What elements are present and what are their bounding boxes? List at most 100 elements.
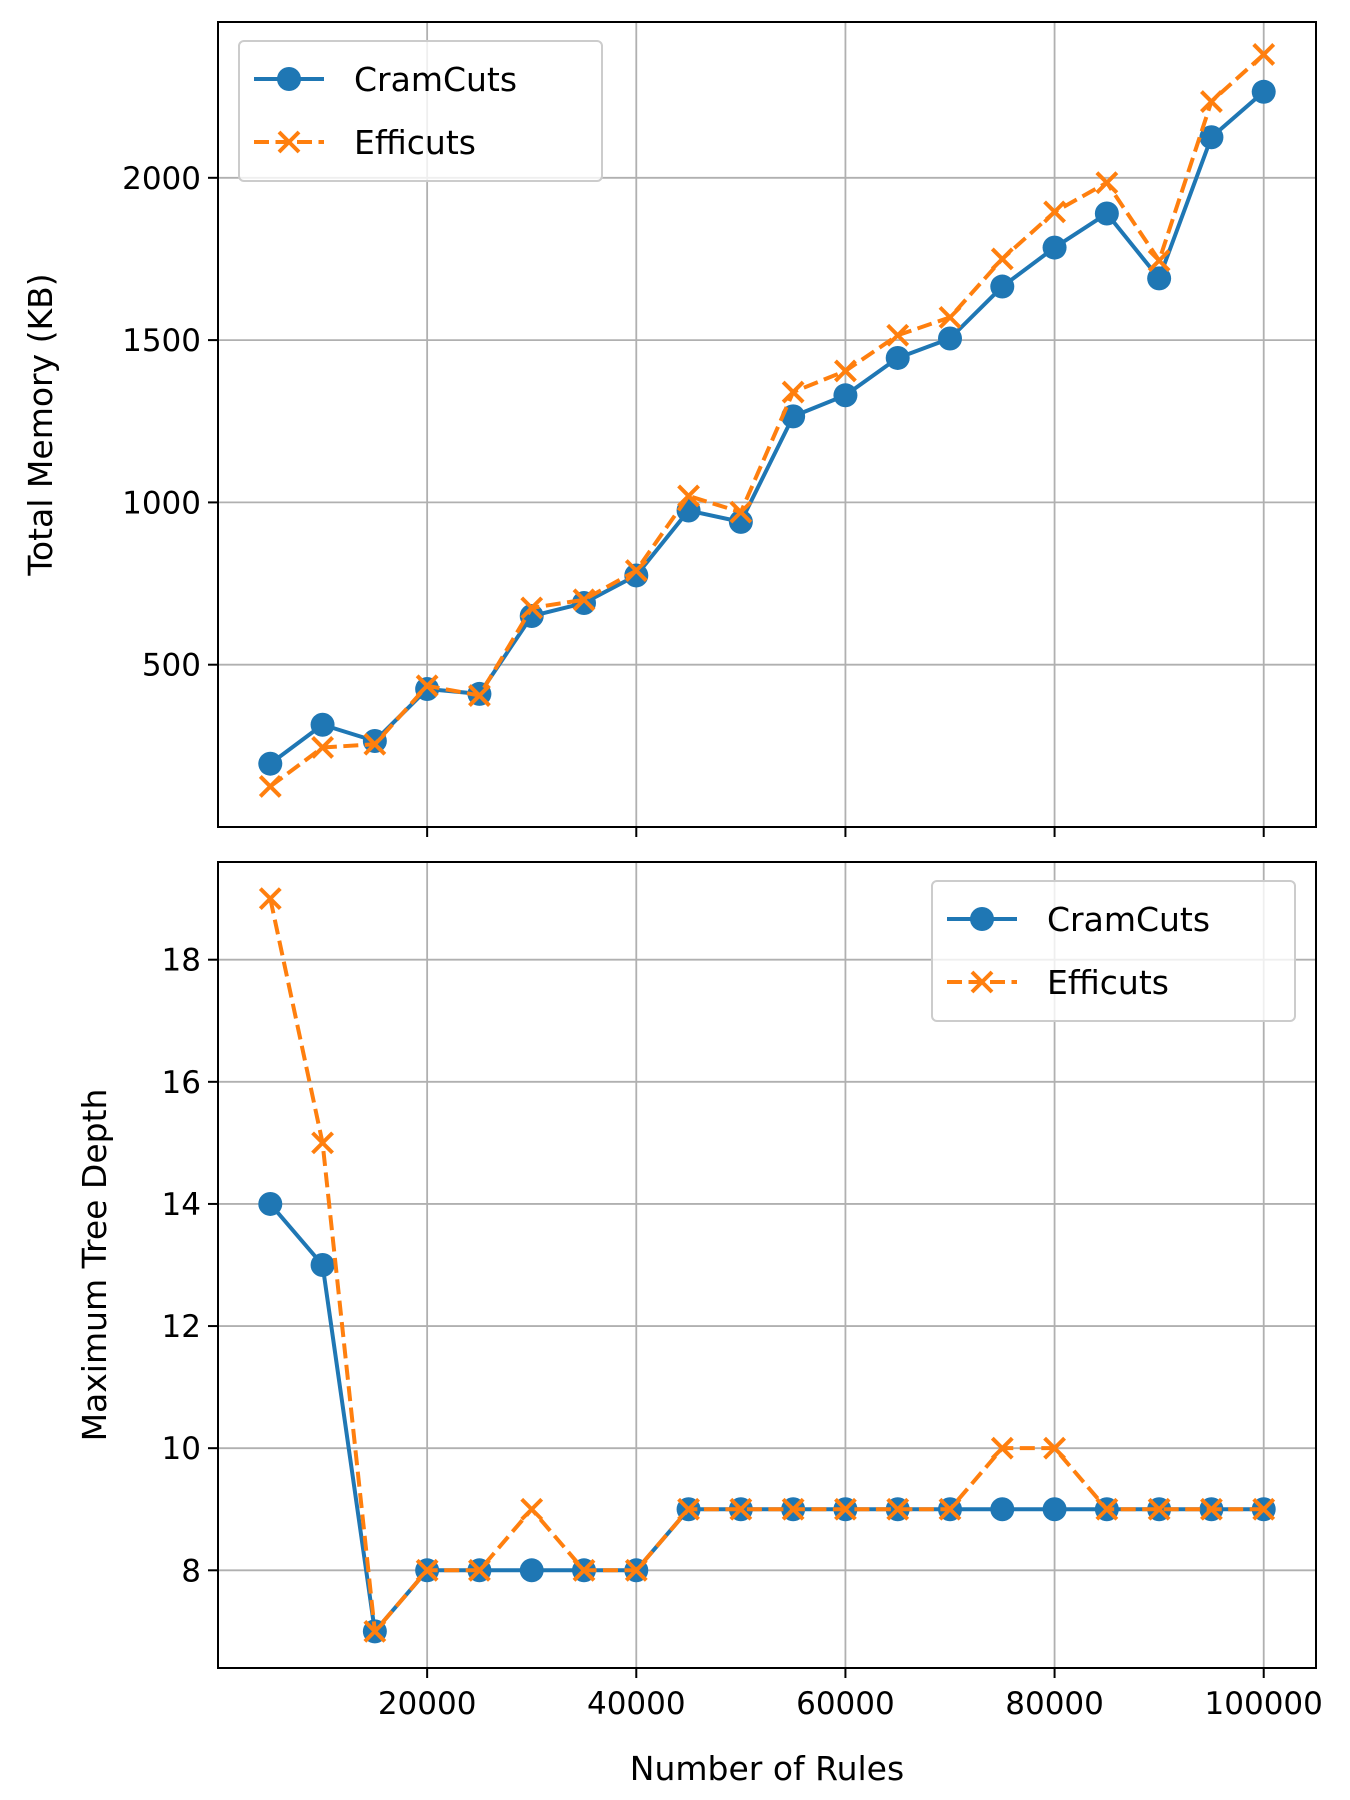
legend: CramCuts Efficuts: [931, 880, 1296, 1022]
axes-frame: [217, 21, 1317, 828]
legend-swatch-marker: [277, 130, 301, 154]
data-point: [990, 274, 1015, 299]
data-point: [258, 775, 282, 798]
legend-swatch-marker: [277, 67, 301, 91]
x-tick-label: 80000: [1005, 1686, 1104, 1722]
data-point: [1094, 201, 1119, 226]
data-point: [310, 1253, 335, 1277]
y-tick-label: 8: [181, 1553, 201, 1589]
y-axis-label: Maximum Tree Depth: [75, 1089, 114, 1442]
data-point: [311, 1131, 334, 1155]
data-point: [415, 1558, 439, 1582]
data-point: [729, 1497, 753, 1521]
legend-label: CramCuts: [354, 60, 517, 99]
data-point: [834, 359, 857, 383]
data-point: [1251, 79, 1276, 104]
legend-entry-cramcuts: CramCuts: [947, 900, 1210, 939]
legend-label: Efficuts: [1047, 963, 1169, 1002]
legend-entry-efficuts: Efficuts: [947, 963, 1169, 1002]
data-point: [1095, 171, 1119, 195]
y-tick-label: 12: [162, 1309, 201, 1345]
legend-swatch-marker: [970, 970, 994, 994]
x-axis: [426, 827, 1265, 837]
data-point: [1147, 1497, 1171, 1521]
y-tick-label: 500: [142, 648, 201, 684]
series-cramcuts: [258, 1191, 1276, 1644]
data-point: [310, 712, 335, 737]
series-efficuts: [258, 43, 1276, 798]
data-point: [258, 751, 283, 776]
series-line-efficuts: [269, 52, 1266, 789]
data-point: [938, 326, 962, 351]
data-point: [885, 345, 910, 370]
data-point: [258, 887, 282, 911]
data-point: [990, 247, 1014, 271]
legend-label: CramCuts: [1047, 900, 1210, 939]
x-axis-label: Number of Rules: [630, 1749, 904, 1788]
data-point: [1042, 235, 1067, 260]
data-point: [1147, 266, 1172, 291]
legend: CramCuts Efficuts: [238, 40, 603, 182]
x-tick-label: 100000: [1205, 1686, 1323, 1722]
data-point: [519, 604, 544, 629]
data-point: [1042, 1497, 1067, 1522]
y-axis: 500 1000 1500 2000: [122, 161, 218, 684]
data-point: [520, 596, 544, 620]
data-point: [362, 728, 387, 753]
data-point: [677, 484, 700, 508]
data-point: [415, 674, 439, 698]
series-line-efficuts: [268, 898, 1264, 1634]
data-point: [886, 1497, 910, 1521]
y-tick-label: 16: [162, 1065, 201, 1101]
x-tick-label: 40000: [587, 1686, 686, 1722]
data-point: [624, 1558, 648, 1582]
legend-frame: [931, 880, 1296, 1022]
y-tick-label: 18: [162, 943, 201, 979]
data-point: [990, 1436, 1014, 1460]
data-point: [624, 563, 649, 588]
data-point: [1200, 90, 1223, 113]
data-point: [886, 323, 910, 347]
y-axis-label: Total Memory (KB): [21, 273, 60, 576]
x-tick-label: 60000: [796, 1686, 895, 1722]
data-point: [519, 1558, 544, 1583]
legend-entry-cramcuts: CramCuts: [254, 60, 517, 99]
data-point: [1200, 1497, 1223, 1521]
data-point: [990, 1497, 1015, 1522]
series-efficuts: [258, 887, 1276, 1643]
data-point: [363, 732, 387, 756]
x-tick-label: 20000: [378, 1686, 477, 1722]
data-point: [572, 588, 596, 612]
data-point: [677, 1497, 700, 1521]
y-tick-label: 1500: [122, 323, 201, 359]
data-point: [1252, 43, 1276, 66]
y-axis: 8 10 12 14 16 18: [162, 943, 218, 1589]
data-point: [1095, 1497, 1119, 1521]
data-point: [1043, 1436, 1066, 1460]
axes-frame: [217, 861, 1317, 1669]
data-point: [1252, 1497, 1276, 1521]
x-axis: 20000 40000 60000 80000 100000: [378, 1668, 1323, 1722]
data-point: [833, 383, 858, 408]
grid: [218, 22, 1316, 827]
y-tick-label: 2000: [122, 161, 201, 197]
series-cramcuts: [258, 79, 1276, 776]
data-point: [781, 1497, 805, 1521]
data-point: [258, 1191, 283, 1216]
memory-chart: 500 1000 1500 2000 Total Memory (KB) CramCuts…: [21, 21, 1317, 837]
data-point: [624, 559, 648, 582]
data-point: [363, 1619, 387, 1643]
legend-frame: [238, 40, 603, 182]
data-point: [468, 684, 491, 707]
data-point: [729, 500, 753, 524]
y-tick-label: 10: [162, 1431, 201, 1467]
data-point: [1147, 249, 1171, 272]
depth-chart: 20000 40000 60000 80000 100000 8 10 12 14 16 18 Max…: [75, 861, 1323, 1788]
data-point: [520, 1497, 544, 1521]
legend-swatch-marker: [970, 907, 994, 931]
legend-entry-efficuts: Efficuts: [254, 123, 476, 162]
data-point: [572, 1558, 596, 1582]
data-point: [468, 1558, 491, 1582]
data-point: [834, 1497, 857, 1521]
